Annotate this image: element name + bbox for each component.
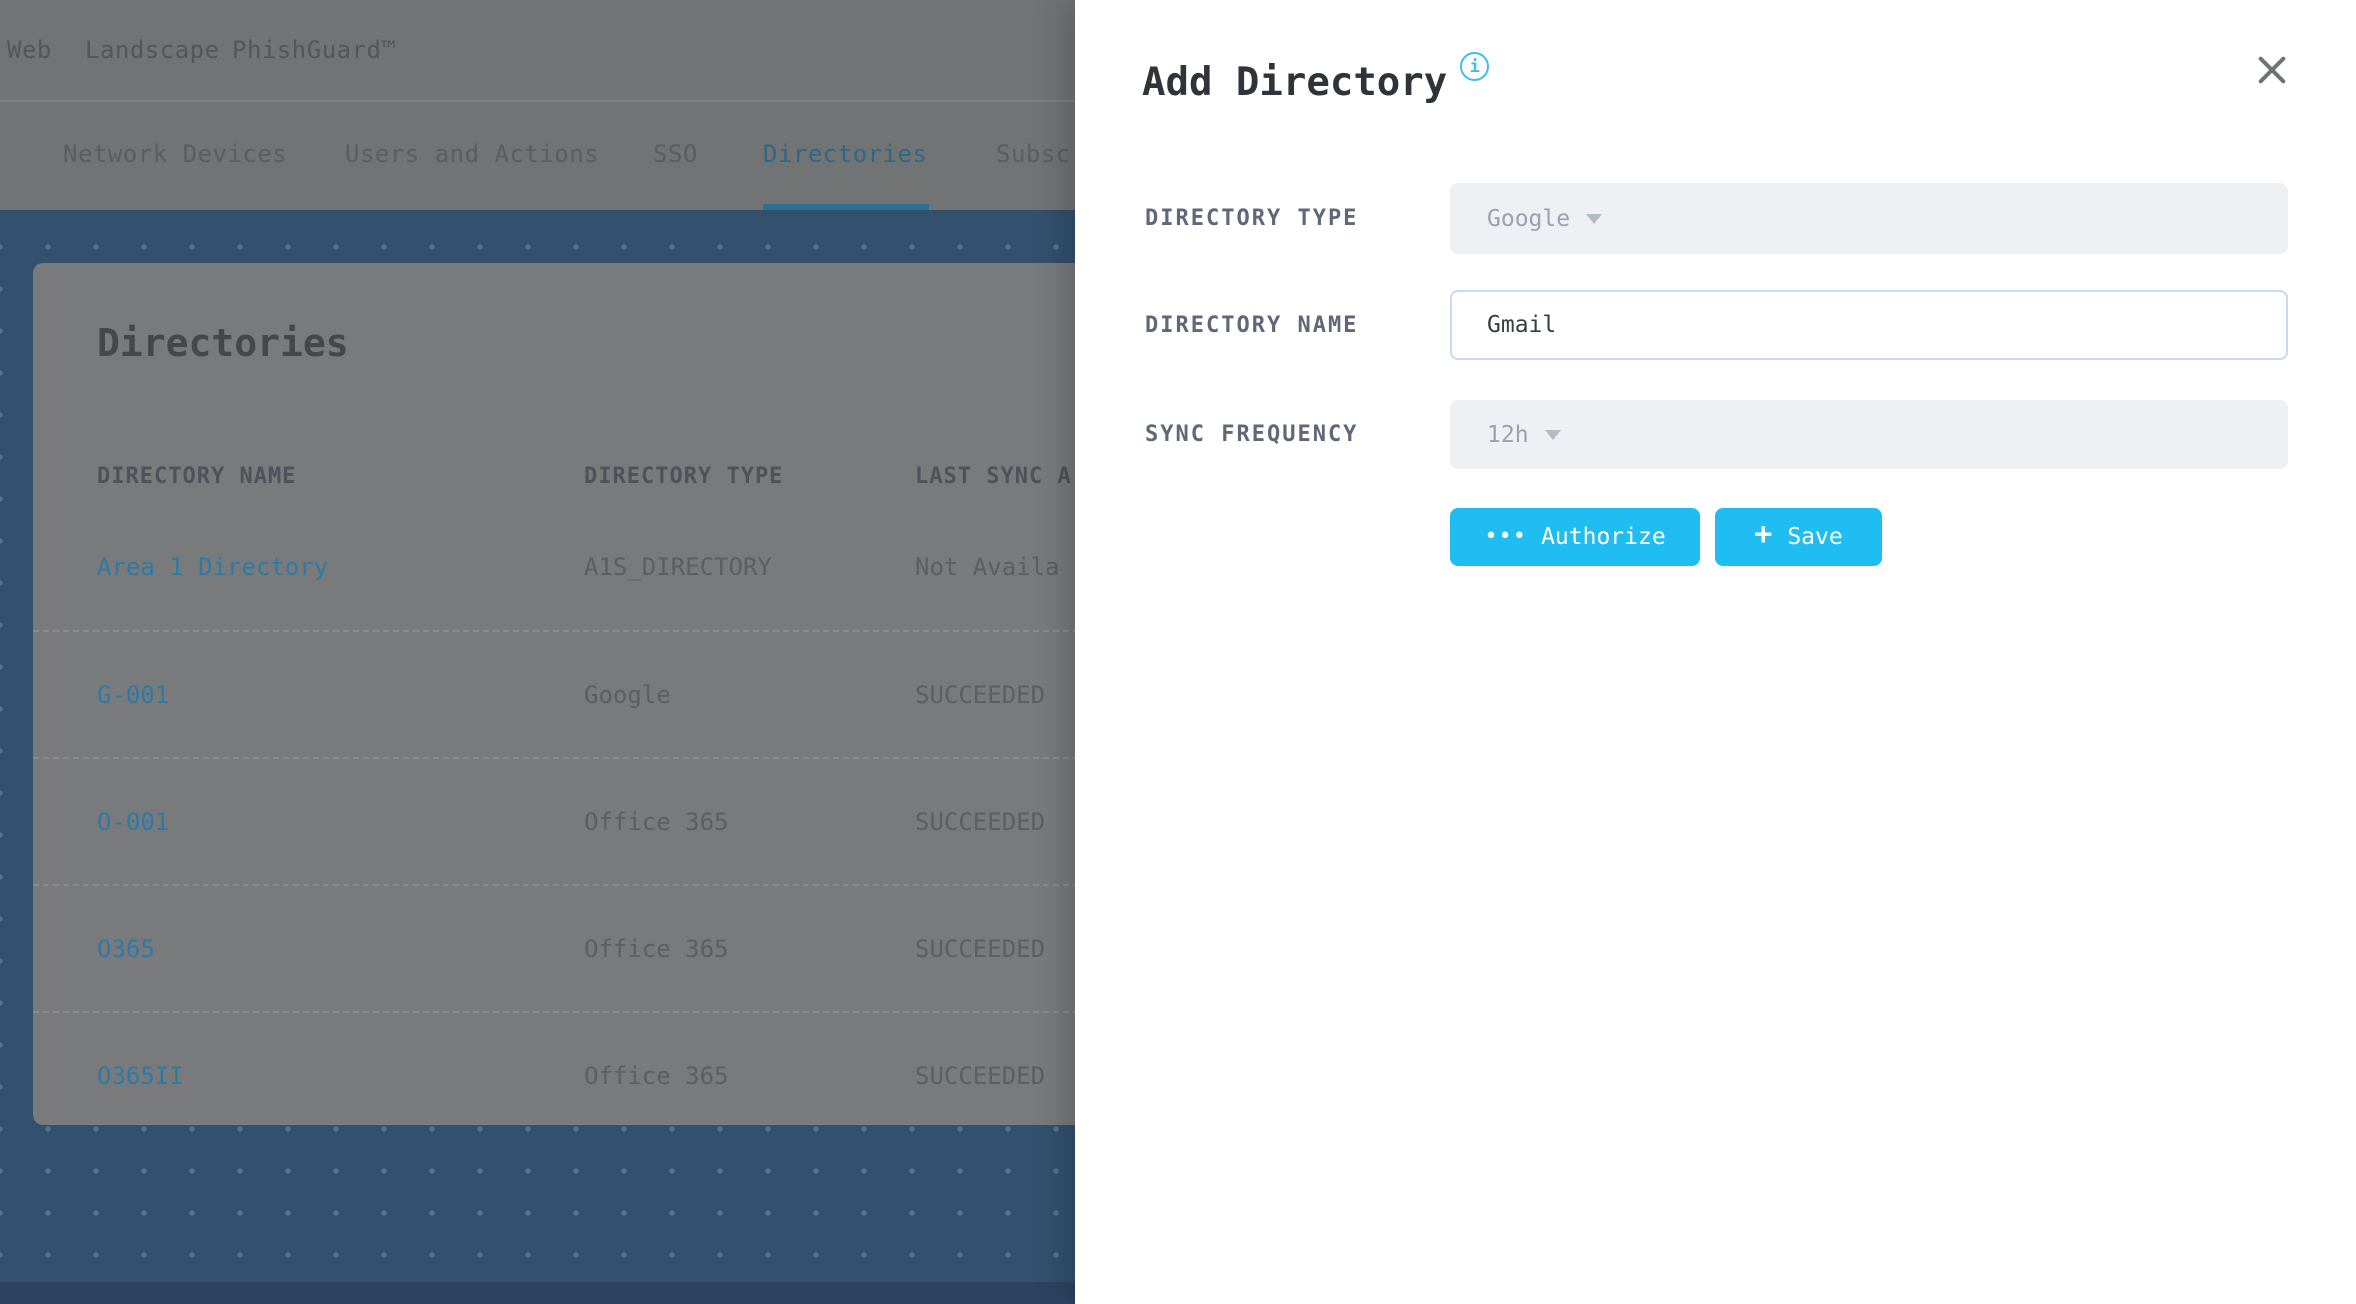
add-directory-drawer: Add Directory i DIRECTORY TYPE Google DI… xyxy=(1075,0,2356,1304)
directory-link[interactable]: O365 xyxy=(97,934,155,963)
nav-item-landscape[interactable]: Landscape xyxy=(85,36,220,64)
plus-icon: + xyxy=(1754,517,1774,552)
table-header-row: DIRECTORY NAME DIRECTORY TYPE LAST SYNC … xyxy=(33,449,2289,503)
chevron-down-icon xyxy=(1544,429,1561,440)
directory-type: Office 365 xyxy=(584,807,729,836)
directory-link[interactable]: O365II xyxy=(97,1061,184,1090)
directory-name-control xyxy=(1450,290,2288,360)
directory-type-select[interactable]: Google xyxy=(1450,183,2288,254)
tab-sso[interactable]: SSO xyxy=(653,140,698,168)
last-sync-status: SUCCEEDED xyxy=(915,807,1046,836)
last-sync-status: SUCCEEDED xyxy=(915,1061,1046,1090)
table-row: Area 1 Directory A1S_DIRECTORY Not Avail… xyxy=(33,503,2289,630)
last-sync-status: SUCCEEDED xyxy=(915,934,1046,963)
tab-directories[interactable]: Directories xyxy=(763,104,930,210)
column-header-directory-type: DIRECTORY TYPE xyxy=(584,463,784,489)
drawer-header: Add Directory i xyxy=(1142,52,1490,105)
save-button-label: Save xyxy=(1787,524,1843,550)
column-header-last-sync: LAST SYNC A xyxy=(915,463,1072,489)
directory-type: Office 365 xyxy=(584,1061,729,1090)
page-title: Directories xyxy=(97,321,349,365)
close-icon[interactable] xyxy=(2252,50,2292,90)
last-sync-status: SUCCEEDED xyxy=(915,680,1046,709)
ellipsis-icon: ••• xyxy=(1484,524,1528,549)
directory-type: Office 365 xyxy=(584,934,729,963)
directory-type: Google xyxy=(584,680,671,709)
directory-link[interactable]: G-001 xyxy=(97,680,170,709)
directory-type-value: Google xyxy=(1487,205,1571,232)
directory-type: A1S_DIRECTORY xyxy=(584,552,772,581)
tab-network-devices[interactable]: Network Devices xyxy=(63,140,288,168)
tab-users-and-actions[interactable]: Users and Actions xyxy=(345,140,600,168)
form-row-directory-name: DIRECTORY NAME xyxy=(1145,290,2288,360)
sync-frequency-label: SYNC FREQUENCY xyxy=(1145,422,1359,447)
directory-name-input[interactable] xyxy=(1450,290,2288,360)
save-button[interactable]: + Save xyxy=(1715,508,1882,566)
form-row-sync-frequency: SYNC FREQUENCY 12h xyxy=(1145,400,2288,469)
column-header-directory-name: DIRECTORY NAME xyxy=(97,463,297,489)
nav-item-phishguard[interactable]: PhishGuard™ xyxy=(232,36,397,64)
nav-item-web[interactable]: Web xyxy=(7,36,52,64)
last-sync-status: Not Availa xyxy=(915,552,1060,581)
directory-type-label: DIRECTORY TYPE xyxy=(1145,206,1359,231)
chevron-down-icon xyxy=(1586,213,1603,224)
directory-link[interactable]: O-001 xyxy=(97,807,170,836)
drawer-actions: ••• Authorize + Save xyxy=(1450,508,1882,566)
directory-link[interactable]: Area 1 Directory xyxy=(97,552,329,581)
sync-frequency-value: 12h xyxy=(1487,421,1529,448)
authorize-button[interactable]: ••• Authorize xyxy=(1450,508,1700,566)
form-row-directory-type: DIRECTORY TYPE Google xyxy=(1145,183,2288,254)
directory-name-label: DIRECTORY NAME xyxy=(1145,312,1359,338)
drawer-title: Add Directory xyxy=(1142,60,1448,105)
info-icon[interactable]: i xyxy=(1460,52,1490,81)
authorize-button-label: Authorize xyxy=(1541,524,1666,550)
sync-frequency-select[interactable]: 12h xyxy=(1450,400,2288,469)
